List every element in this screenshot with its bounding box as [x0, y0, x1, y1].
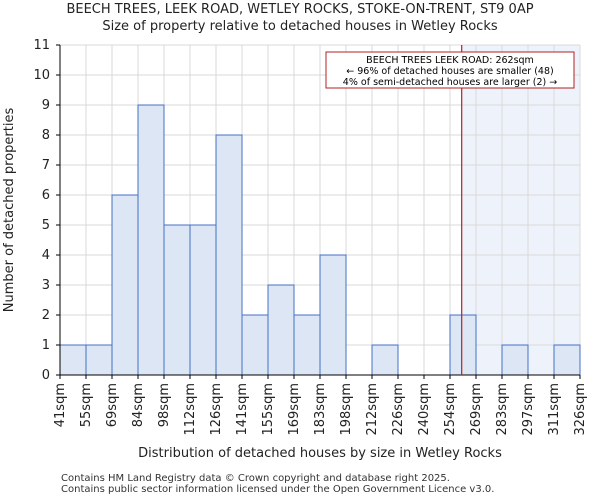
- histogram-bar: [137, 104, 165, 376]
- histogram-chart: 0 1 2 3 4 5 6 7 8 9 10 11 41sqm 55sqm 69sqm 84sqm 98sqm 1…: [2, 38, 588, 461]
- x-tick-label: 69sqm: [105, 383, 120, 427]
- x-tick-label: 55sqm: [79, 383, 94, 427]
- histogram-bar: [553, 344, 581, 376]
- x-tick-label: 169sqm: [287, 383, 302, 436]
- x-tick-label: 112sqm: [183, 383, 198, 436]
- larger-region-shading: [461, 45, 580, 375]
- y-axis-title: Number of detached properties: [2, 108, 17, 313]
- histogram-bar: [501, 344, 529, 376]
- y-tick-label: 1: [42, 338, 50, 353]
- x-tick-label: 297sqm: [521, 383, 536, 436]
- annotation-line: BEECH TREES LEEK ROAD: 262sqm: [366, 55, 534, 66]
- x-tick-label: 126sqm: [209, 383, 224, 436]
- x-tick-label: 326sqm: [573, 383, 588, 436]
- x-tick-label: 41sqm: [53, 383, 68, 427]
- x-tick-label: 226sqm: [391, 383, 406, 436]
- histogram-bar: [189, 224, 217, 376]
- footer-licence: Contains public sector information licen…: [61, 484, 495, 495]
- histogram-bar: [111, 194, 139, 376]
- annotation-box: [325, 51, 575, 89]
- y-tick-label: 8: [42, 128, 50, 143]
- x-axis-title: Distribution of detached houses by size …: [138, 446, 502, 461]
- x-tick-label: 240sqm: [417, 383, 432, 436]
- x-tick-label: 183sqm: [313, 383, 328, 436]
- histogram-bar: [371, 344, 399, 376]
- y-tick-label: 10: [33, 68, 50, 83]
- y-tick-label: 9: [42, 98, 50, 113]
- x-tick-label: 141sqm: [235, 383, 250, 436]
- x-tick-label: 98sqm: [157, 383, 172, 427]
- x-tick-label: 254sqm: [443, 383, 458, 436]
- histogram-bar: [319, 254, 347, 376]
- histogram-bar: [267, 284, 295, 376]
- y-tick-label: 7: [42, 158, 50, 173]
- histogram-bar: [241, 314, 269, 376]
- histogram-bar: [163, 224, 191, 376]
- y-tick-label: 6: [42, 188, 50, 203]
- histogram-bar: [215, 134, 243, 376]
- histogram-bar: [293, 314, 321, 376]
- histogram-bar: [85, 344, 113, 376]
- histogram-bar: [449, 314, 477, 376]
- x-tick-label: 84sqm: [131, 383, 146, 427]
- x-tick-label: 269sqm: [469, 383, 484, 436]
- y-tick-label: 4: [42, 248, 50, 263]
- chart-title: BEECH TREES, LEEK ROAD, WETLEY ROCKS, ST…: [66, 2, 534, 17]
- annotation-line: 4% of semi-detached houses are larger (2…: [343, 77, 557, 88]
- x-tick-label: 311sqm: [547, 383, 562, 436]
- x-tick-label: 155sqm: [261, 383, 276, 436]
- y-tick-label: 5: [42, 218, 50, 233]
- x-tick-label: 198sqm: [339, 383, 354, 436]
- x-tick-label: 283sqm: [495, 383, 510, 436]
- chart-subtitle: Size of property relative to detached ho…: [102, 19, 498, 34]
- y-tick-label: 2: [42, 308, 50, 323]
- y-tick-label: 3: [42, 278, 50, 293]
- histogram-bar: [59, 344, 87, 376]
- annotation-line: ← 96% of detached houses are smaller (48…: [346, 66, 553, 77]
- y-tick-label: 11: [33, 38, 50, 53]
- x-tick-label: 212sqm: [365, 383, 380, 436]
- footer-copyright: Contains HM Land Registry data © Crown c…: [61, 473, 450, 484]
- y-tick-label: 0: [42, 368, 50, 383]
